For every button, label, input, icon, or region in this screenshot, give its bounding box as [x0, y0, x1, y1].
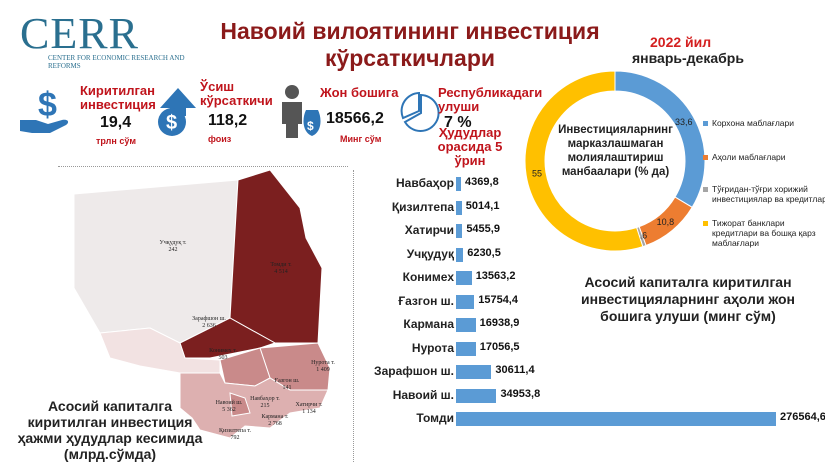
bar-value-label: 17056,5: [479, 340, 520, 353]
bar-mark: [456, 271, 472, 285]
legend-label: Тўғридан-тўғри хорижий инвестициялар ва …: [712, 184, 825, 204]
district-konimex: [99, 327, 221, 374]
district-label-zarafshon: Зарафшон ш. 2 636: [192, 316, 226, 329]
bar-category-label: Учқудуқ: [406, 246, 454, 261]
donut-center-title: Инвестицияларнинг марказлашмаган молияла…: [558, 124, 673, 178]
svg-text:$: $: [38, 86, 57, 124]
money-hand-icon: $: [18, 84, 76, 136]
bar-value-label: 30611,4: [495, 364, 535, 376]
kpi-investment-label: Киритилган инвестиция: [80, 83, 156, 112]
bar-category-label: Томди: [416, 411, 454, 425]
legend-label: Корхона маблағлари: [712, 118, 794, 128]
cerr-logo-subtitle: CENTER FOR ECONOMIC RESEARCH AND REFORMS: [48, 54, 185, 70]
bar-category-label: Қизилтепа: [391, 199, 454, 214]
bar-category-label: Навоий ш.: [392, 387, 454, 402]
district-navbahor: [229, 392, 251, 417]
bar-value-label: 13563,2: [475, 270, 516, 282]
donut-value-label: 10,8: [657, 217, 675, 227]
kpi-growth-value: 118,2: [208, 112, 248, 129]
period-months: январь-декабрь: [632, 50, 744, 66]
bar-mark: [456, 224, 463, 238]
kpi-growth-label: Ўсиш кўрсаткичи: [200, 79, 273, 108]
kpi-share-rank: Ҳудудлар орасида 5 ўрин: [437, 125, 503, 168]
donut-value-label: 0,6: [635, 231, 648, 241]
donut-slice: [524, 70, 644, 252]
legend-label: Аҳоли маблағлари: [712, 152, 786, 162]
bar-value-label: 5455,9: [466, 223, 500, 235]
district-label-uchquduq: Учқудуқ т. 242: [159, 240, 187, 253]
district-tomdi: [229, 169, 323, 344]
bar-mark: [456, 341, 476, 356]
divider-vertical: [353, 170, 355, 462]
bar-value-label: 15754,4: [478, 293, 518, 306]
map-caption: Асосий капиталга киритилган инвестиция ҳ…: [17, 398, 203, 462]
person-money-icon: $: [280, 84, 322, 140]
bar-mark: [456, 318, 476, 332]
legend-item: Тўғридан-тўғри хорижий инвестициялар ва …: [703, 184, 825, 204]
legend-swatch: [703, 121, 708, 126]
district-label-nurota: Нурота т. 1 409: [311, 360, 335, 373]
bar-category-label: Ғазгон ш.: [398, 293, 454, 308]
kpi-percapita-label: Жон бошига: [320, 85, 399, 100]
legend-item: Корхона маблағлари: [703, 118, 825, 128]
cerr-logo: CERR: [20, 9, 139, 58]
bar-value-label: 16938,9: [479, 317, 520, 329]
legend-swatch: [703, 155, 708, 160]
bar-value-label: 4369,8: [465, 176, 499, 188]
bar-value-label: 5014,1: [465, 199, 500, 212]
period-year: 2022 йил: [650, 34, 712, 50]
bar-mark: [456, 200, 462, 215]
district-label-konimex: Конимех т. 503: [209, 348, 237, 361]
legend-swatch: [703, 187, 708, 192]
bar-mark: [456, 365, 492, 379]
pie-icon: [400, 91, 442, 134]
bar-category-label: Навбаҳор: [396, 176, 454, 190]
kpi-investment-value: 19,4: [100, 114, 132, 131]
bar-mark: [456, 177, 462, 191]
bar-category-label: Конимех: [402, 270, 454, 284]
divider-horizontal: [58, 166, 348, 168]
bar-mark: [456, 412, 776, 426]
bar-category-label: Зарафшон ш.: [374, 364, 454, 378]
per-capita-bar-chart: Навбаҳор 4369,8 Қизилтепа 5014,1 Хатирчи 5455…: [354, 170, 825, 462]
legend-item: Аҳоли маблағлари: [703, 152, 825, 162]
region-map: [73, 169, 331, 439]
kpi-investment-unit: трлн сўм: [96, 136, 137, 146]
bar-chart-caption: Асосий капиталга киритилган инвестицияла…: [581, 274, 795, 324]
donut-value-label: 55: [532, 168, 542, 178]
bar-value-label: 276564,6: [780, 411, 825, 423]
svg-text:$: $: [307, 119, 314, 133]
bar-mark: [456, 247, 464, 262]
legend-label: Тижорат банклари кредитлари ва бошқа қар…: [712, 218, 816, 248]
bar-value-label: 6230,5: [467, 246, 501, 259]
kpi-percapita-unit: Минг сўм: [340, 134, 382, 144]
bar-value-label: 34953,8: [500, 387, 541, 400]
district-label-gazgon: Ғазгон ш. 141: [274, 378, 300, 391]
legend-item: Тижорат банклари кредитлари ва бошқа қар…: [703, 218, 825, 248]
bar-category-label: Нурота: [411, 340, 454, 355]
bar-category-label: Хатирчи: [404, 223, 454, 237]
kpi-share-value: 7 %: [444, 114, 472, 131]
kpi-growth-unit: фоиз: [208, 134, 232, 144]
funding-sources-donut: 33,6 10,8 0,6 55: [524, 70, 706, 252]
bar-category-label: Кармана: [403, 317, 454, 331]
svg-text:$: $: [166, 112, 177, 134]
district-label-qiziltepa: Қизилтепа т. 792: [218, 428, 252, 441]
district-south-group: [179, 372, 329, 439]
district-label-navbahor: Навбаҳор т. 215: [250, 396, 280, 409]
district-label-xatirchi: Хатирчи т. 1 134: [295, 402, 323, 415]
page-title: Навоий вилоятининг инвестиция кўрсаткичл…: [220, 18, 600, 71]
district-label-tomdi: Томди т. 4 514: [270, 262, 292, 275]
district-label-karmana: Кармана т. 2 768: [261, 414, 289, 427]
bar-mark: [456, 294, 475, 309]
donut-value-label: 33,6: [675, 117, 693, 127]
bar-mark: [456, 388, 497, 403]
district-label-navoiy: Навоий ш. 5 362: [215, 400, 243, 413]
legend-swatch: [703, 221, 708, 226]
growth-arrow-icon: $: [152, 86, 204, 138]
kpi-share-label: Республикадаги улуши: [438, 85, 543, 114]
kpi-percapita-value: 18566,2: [326, 110, 384, 127]
